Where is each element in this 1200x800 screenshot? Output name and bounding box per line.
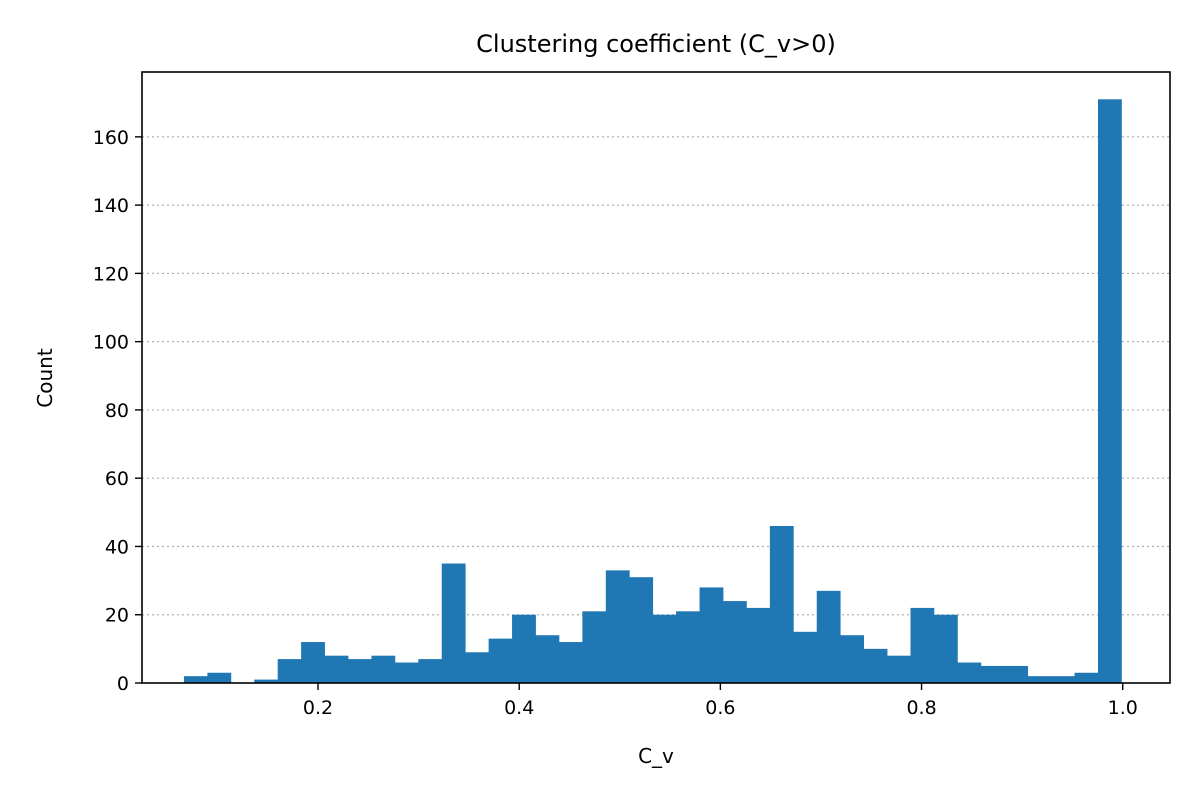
histogram-bar: [324, 655, 349, 683]
histogram-bar: [371, 655, 396, 683]
histogram-bar: [1004, 665, 1029, 683]
histogram-bar: [1027, 676, 1052, 683]
histogram-bar: [582, 611, 607, 683]
histogram-bar: [957, 662, 982, 683]
histogram-bar: [652, 614, 677, 683]
x-tick-label: 0.2: [303, 697, 333, 719]
x-tick-label: 0.4: [504, 697, 534, 719]
histogram-bars: [183, 99, 1122, 684]
histogram-bar: [207, 672, 232, 683]
histogram-bar: [183, 676, 208, 683]
gridlines: [142, 136, 1170, 616]
histogram-bar: [933, 614, 958, 683]
histogram-bar: [301, 642, 325, 683]
x-tick-label: 1.0: [1108, 697, 1138, 719]
histogram-bar: [816, 590, 841, 683]
histogram-bar: [629, 577, 654, 683]
histogram-bar: [348, 659, 372, 683]
y-tick-label: 100: [93, 332, 129, 354]
histogram-bar: [605, 570, 630, 683]
y-tick-label: 20: [105, 605, 129, 627]
histogram-bar: [512, 614, 536, 683]
histogram-bar: [746, 607, 771, 683]
histogram-bar: [722, 601, 747, 683]
y-tick-label: 40: [105, 536, 129, 558]
histogram-bar: [769, 525, 794, 683]
plot-frame: [141, 71, 1171, 684]
chart-title: Clustering coefficient (C_v>0): [476, 30, 836, 58]
x-axis-ticks: 0.2 0.4 0.6 0.8 1.0: [303, 683, 1138, 719]
x-tick-label: 0.8: [906, 697, 936, 719]
y-tick-label: 0: [117, 673, 129, 695]
histogram-bar: [558, 642, 583, 683]
histogram-bar: [394, 662, 419, 683]
histogram-bar: [1097, 99, 1122, 684]
y-axis-ticks: 0 20 40 60 80 100 120 140 160: [93, 127, 142, 695]
histogram-bar: [980, 665, 1005, 683]
histogram-bar: [793, 631, 818, 683]
y-axis-label: Count: [33, 348, 57, 408]
histogram-bar: [887, 655, 911, 683]
y-tick-label: 120: [93, 263, 129, 285]
histogram-bar: [676, 611, 700, 683]
histogram-bar: [441, 563, 466, 683]
histogram-bar: [1074, 672, 1099, 683]
histogram-bar: [1051, 676, 1075, 683]
y-tick-label: 80: [105, 400, 129, 422]
histogram-bar: [910, 607, 935, 683]
histogram-bar: [863, 648, 888, 683]
y-tick-label: 60: [105, 468, 129, 490]
histogram-bar: [488, 638, 513, 683]
histogram-bar: [418, 659, 443, 683]
y-tick-label: 140: [93, 195, 129, 217]
histogram-bar: [840, 635, 865, 683]
y-tick-label: 160: [93, 127, 129, 149]
x-tick-label: 0.6: [705, 697, 735, 719]
histogram-bar: [699, 587, 724, 683]
histogram-bar: [254, 679, 279, 683]
histogram-bar: [535, 635, 560, 683]
histogram-bar: [277, 659, 302, 683]
x-axis-label: C_v: [638, 744, 674, 768]
histogram-bar: [465, 652, 490, 683]
